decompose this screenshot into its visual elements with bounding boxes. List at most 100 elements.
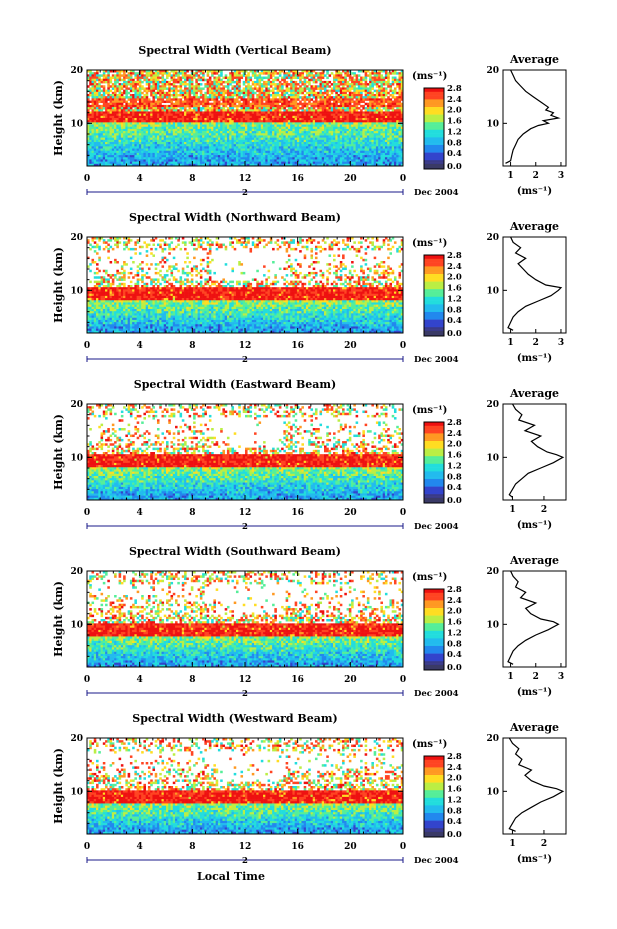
heatmap-cell — [225, 74, 228, 76]
heatmap-cell — [200, 83, 203, 85]
heatmap-cell — [132, 135, 135, 137]
heatmap-cell — [105, 149, 108, 151]
heatmap-cell — [130, 138, 133, 140]
heatmap-cell — [319, 92, 322, 94]
heatmap-cell — [128, 133, 131, 135]
heatmap-cell — [265, 103, 268, 105]
heatmap-cell — [333, 120, 336, 122]
heatmap-cell — [301, 87, 304, 89]
heatmap-cell — [96, 129, 99, 131]
heatmap-cell — [297, 114, 300, 116]
heatmap-cell — [184, 153, 187, 155]
heatmap-cell — [304, 127, 307, 129]
heatmap-cell — [272, 92, 275, 94]
heatmap-cell — [218, 146, 221, 148]
heatmap-cell — [315, 149, 318, 151]
heatmap-cell — [116, 74, 119, 76]
heatmap-cell — [369, 96, 372, 98]
heatmap-cell — [340, 74, 343, 76]
heatmap-cell — [177, 125, 180, 127]
heatmap-cell — [319, 120, 322, 122]
heatmap-cell — [304, 105, 307, 107]
heatmap-cell — [98, 135, 101, 137]
heatmap-cell — [213, 77, 216, 79]
heatmap-cell — [351, 151, 354, 153]
heatmap-cell — [220, 122, 223, 124]
heatmap-cell — [295, 127, 298, 129]
heatmap-cell — [107, 125, 110, 127]
heatmap-cell — [152, 142, 155, 144]
heatmap-cell — [107, 131, 110, 133]
heatmap-cell — [374, 140, 377, 142]
heatmap-cell — [268, 140, 271, 142]
heatmap-cell — [396, 135, 399, 137]
heatmap-cell — [326, 77, 329, 79]
heatmap-cell — [193, 96, 196, 98]
heatmap-cell — [283, 79, 286, 81]
heatmap-cell — [166, 129, 169, 131]
heatmap-cell — [236, 92, 239, 94]
heatmap-cell — [367, 96, 370, 98]
heatmap-cell — [360, 105, 363, 107]
heatmap-cell — [324, 87, 327, 89]
heatmap-cell — [374, 151, 377, 153]
heatmap-cell — [365, 142, 368, 144]
heatmap-cell — [189, 144, 192, 146]
heatmap-cell — [380, 151, 383, 153]
heatmap-cell — [198, 125, 201, 127]
heatmap-cell — [250, 135, 253, 137]
heatmap-cell — [392, 111, 395, 113]
heatmap-cell — [279, 94, 282, 96]
heatmap-cell — [263, 92, 266, 94]
heatmap-cell — [378, 142, 381, 144]
heatmap-cell — [180, 131, 183, 133]
heatmap-cell — [358, 107, 361, 109]
heatmap-cell — [326, 120, 329, 122]
heatmap-cell — [286, 72, 289, 74]
heatmap-cell — [180, 153, 183, 155]
heatmap-cell — [351, 149, 354, 151]
heatmap-cell — [333, 146, 336, 148]
heatmap-cell — [96, 116, 99, 118]
heatmap-cell — [171, 135, 174, 137]
heatmap-cell — [112, 146, 115, 148]
heatmap-cell — [222, 81, 225, 83]
heatmap-cell — [259, 101, 262, 103]
heatmap-cell — [189, 98, 192, 100]
heatmap-cell — [227, 116, 230, 118]
heatmap-cell — [349, 120, 352, 122]
heatmap-cell — [198, 135, 201, 137]
heatmap-cell — [383, 83, 386, 85]
heatmap-cell — [168, 94, 171, 96]
heatmap-cell — [218, 144, 221, 146]
heatmap-cell — [110, 149, 113, 151]
heatmap-cell — [254, 125, 257, 127]
heatmap-cell — [371, 125, 374, 127]
heatmap-cell — [175, 149, 178, 151]
heatmap-cell — [202, 98, 205, 100]
heatmap-cell — [351, 133, 354, 135]
heatmap-cell — [195, 103, 198, 105]
heatmap-cell — [259, 138, 262, 140]
heatmap-cell — [297, 90, 300, 92]
heatmap-cell — [292, 142, 295, 144]
heatmap-cell — [383, 103, 386, 105]
heatmap-cell — [107, 142, 110, 144]
heatmap-cell — [365, 131, 368, 133]
heatmap-cell — [234, 129, 237, 131]
heatmap-cell — [347, 87, 350, 89]
heatmap-cell — [200, 114, 203, 116]
heatmap-cell — [317, 72, 320, 74]
heatmap-cell — [319, 149, 322, 151]
heatmap-cell — [347, 135, 350, 137]
heatmap-cell — [329, 127, 332, 129]
heatmap-cell — [191, 133, 194, 135]
heatmap-cell — [218, 114, 221, 116]
heatmap-cell — [362, 96, 365, 98]
heatmap-cell — [369, 144, 372, 146]
heatmap-cell — [378, 151, 381, 153]
heatmap-cell — [335, 109, 338, 111]
heatmap-cell — [250, 92, 253, 94]
heatmap-cell — [356, 142, 359, 144]
heatmap-cell — [383, 79, 386, 81]
